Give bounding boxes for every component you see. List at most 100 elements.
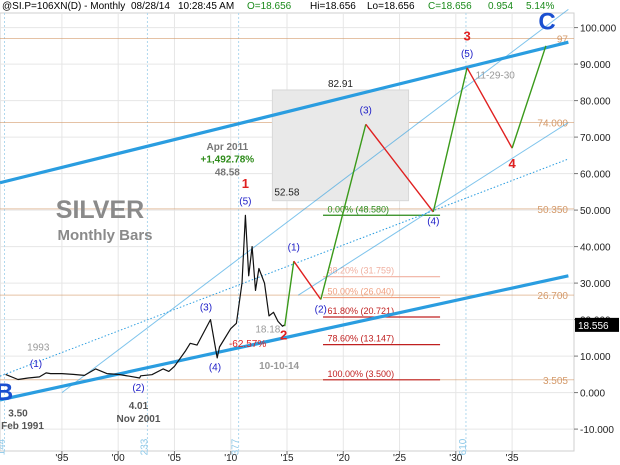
header-low: Lo=18.656 [367,1,415,12]
annotation-label: Feb 1991 [1,421,44,432]
price-series [5,214,286,381]
wave-label: (3) [360,105,372,116]
y-tick-label: 60.000 [580,170,611,181]
channel-line-thin [61,8,569,393]
y-tick-label: 30.000 [580,279,611,290]
cycle-label: 377 [231,438,242,455]
x-tick-label: '30 [449,453,462,464]
fib-label: 50.00% (26.040) [328,287,395,297]
y-tick-label: 0.000 [580,389,605,400]
projection-segment-green [432,67,468,213]
last-price-box [575,317,619,332]
wave-label: (4) [427,217,439,228]
x-axis: '95 '00 '05 '10 '15 '20 '25 '30 '35 [55,451,519,464]
projection-segment-red [466,67,513,149]
wave-degree-label: 3 [463,28,470,43]
annotation-label: -62.57% [229,339,266,350]
wave-degree-label: 4 [508,156,516,171]
projection-path [284,45,547,327]
header-date: 08/28/14 [131,1,170,12]
annotation-label: 48.58 [215,167,240,178]
wave-label: (3) [200,302,212,313]
y-tick-label: 70.000 [580,133,611,144]
x-tick-label: '10 [224,453,237,464]
projection-segment-green [284,261,295,327]
cycle-label: 233 [139,438,150,455]
header-open: O=18.656 [247,1,292,12]
fib-label: 0.00% (48.580) [328,204,390,214]
y-tick-label: 90.000 [580,60,611,71]
annotation-label: 18.18 [255,324,280,335]
annotation-label: 3.50 [8,408,28,419]
wave-major-label: C [538,8,555,35]
annotation-label: Nov 2001 [116,414,160,425]
header-close: C=18.656 [428,1,472,12]
wave-label: (4) [209,363,221,374]
annotation-label: 11-29-30 [476,71,516,82]
projection-segment-green [511,45,547,149]
price-line [5,214,286,381]
wave-label: (1) [288,242,300,253]
level-label: 50.350 [537,205,568,216]
x-tick-label: '95 [55,453,68,464]
x-tick-label: '00 [112,453,125,464]
projection-box-top-label: 82.91 [328,79,353,90]
annotation-label: 10-10-14 [259,361,299,372]
y-tick-label: 100.000 [580,24,617,35]
x-tick-label: '25 [393,453,406,464]
annotation-label: 1993 [27,343,50,354]
wave-degree-label: 1 [242,176,249,191]
level-label: 26.700 [537,291,568,302]
annotation-label: Apr 2011 [206,142,248,153]
y-axis: 100.000 90.000 80.000 70.000 60.000 50.000 40.… [574,24,619,436]
annotation-label: 4.01 [129,401,149,412]
level-label: 3.505 [543,376,568,387]
y-tick-label: 80.000 [580,97,611,108]
projection-box-bottom-label: 52.58 [274,188,299,199]
channel-line-thick [0,40,569,185]
price-level-lines: 97 74.000 50.350 26.700 3.505 [0,35,574,387]
x-tick-label: '35 [506,453,519,464]
header-change: 0.954 [488,1,513,12]
cycle-label: 610 [458,438,469,455]
x-tick-label: '20 [337,453,350,464]
chart-subtitle: Monthly Bars [57,227,152,244]
chart-title: SILVER [56,196,144,224]
x-tick-label: '15 [280,453,293,464]
y-tick-label: -10.000 [580,425,614,436]
channel-line-thick [0,274,569,402]
last-price-label: 18.556 [578,321,609,332]
grid-lines: 144 233 377 610 [0,13,574,455]
wave-label: (5) [461,49,473,60]
y-tick-label: 10.000 [580,352,611,363]
projection-segment-green [320,124,367,300]
fib-label: 61.80% (20.721) [328,306,395,316]
annotation-label: +1,492.78% [201,155,255,166]
header-change-pct: 5.14% [526,1,554,12]
wave-label: (2) [132,383,144,394]
header-time: 10:28:45 AM [178,1,234,12]
fib-label: 78.60% (13.147) [328,334,395,344]
wave-major-label: B [0,379,13,406]
fib-label: 38.20% (31.759) [328,266,395,276]
x-tick-label: '05 [168,453,181,464]
fibonacci-levels: 0.00% (48.580) 38.20% (31.759) 50.00% (26.… [323,204,441,381]
fib-label: 100.00% (3.500) [328,369,395,379]
chart-labels: (1) (2) (3) (4) (5) (1) (2) (3) (4) (5) 1 2 3 4 B C Apr … [0,8,556,432]
header-symbol: @SI.P=106XN(D) - Monthly [2,1,125,12]
level-label: 97 [557,35,569,46]
wave-label: (1) [30,359,42,370]
wave-degree-label: 2 [280,328,287,343]
wave-label: (2) [315,304,327,315]
header-high: Hi=18.656 [310,1,356,12]
y-tick-label: 50.000 [580,206,611,217]
projection-segment-red [293,260,322,300]
projection-segment-red [365,123,434,213]
level-label: 74.000 [537,119,568,130]
header-bar: @SI.P=106XN(D) - Monthly 08/28/14 10:28:… [2,1,554,12]
wave-label: (5) [239,197,251,208]
y-tick-label: 40.000 [580,243,611,254]
cycle-label: 144 [0,438,8,455]
